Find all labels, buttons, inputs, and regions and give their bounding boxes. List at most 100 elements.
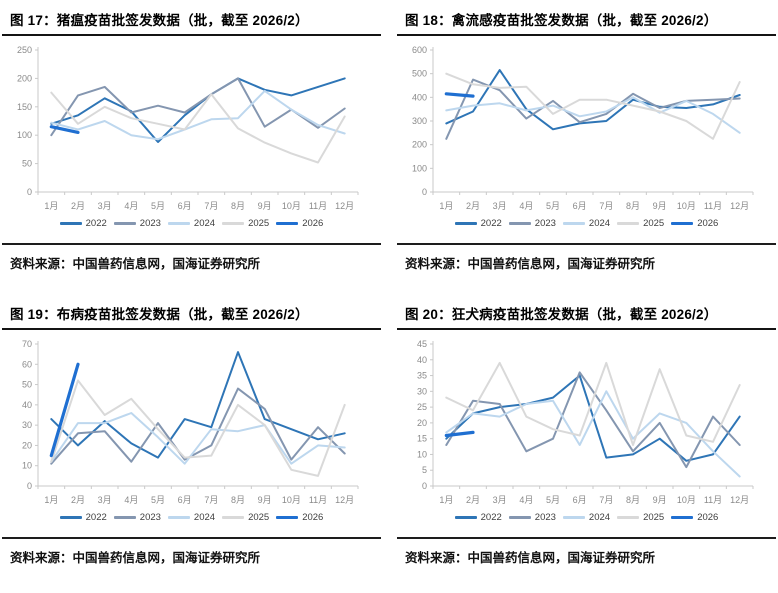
legend-line-swatch	[167, 222, 190, 225]
svg-text:1月: 1月	[439, 201, 453, 211]
svg-text:12月: 12月	[335, 201, 354, 211]
svg-text:5月: 5月	[546, 201, 560, 211]
figure-19-source: 资料来源：中国兽药信息网，国海证券研究所	[10, 551, 261, 565]
figure-17-source: 资料来源：中国兽药信息网，国海证券研究所	[10, 257, 261, 271]
figure-20-bottom-rule	[397, 537, 776, 539]
svg-text:60: 60	[22, 359, 32, 369]
legend-label: 2025	[643, 512, 665, 523]
legend-item-2024: 2024	[167, 512, 215, 523]
figure-20-title-rule	[397, 328, 776, 330]
figure-17-legend: 2022 2023 2024 2025 2026	[2, 218, 381, 229]
figure-20: 图 20：狂犬病疫苗批签发数据（批，截至 2026/2） 0 5 10 15 20 25 3…	[397, 298, 776, 568]
figure-17-bottom-rule	[2, 243, 381, 245]
svg-text:0: 0	[27, 187, 32, 197]
figure-18-legend: 2022 2023 2024 2025 2026	[397, 218, 776, 229]
legend-item-2024: 2024	[562, 218, 611, 229]
svg-text:400: 400	[412, 92, 427, 102]
legend-label: 2023	[534, 512, 556, 523]
legend-item-2026: 2026	[671, 218, 718, 229]
legend-label: 2026	[697, 512, 719, 523]
legend-item-2026: 2026	[671, 512, 718, 523]
svg-text:300: 300	[412, 116, 427, 126]
figure-19-legend: 2022 2023 2024 2025 2026	[2, 512, 381, 523]
legend-label: 2023	[139, 218, 161, 229]
svg-text:7月: 7月	[204, 495, 218, 505]
legend-label: 2024	[588, 512, 611, 523]
figure-17: 图 17：猪瘟疫苗批签发数据（批，截至 2026/2） 0 50 100 150 200…	[2, 4, 381, 274]
svg-text:12月: 12月	[335, 495, 354, 505]
legend-line-swatch	[113, 516, 136, 519]
svg-text:50: 50	[22, 159, 32, 169]
figure-19-chart: 0 10 20 30 40 50 60 70 1月 2月 3月 4月 5月 6月 7月 8月 9月 10月 11月 1…	[2, 330, 381, 510]
legend-label: 2023	[534, 218, 556, 229]
legend-line-swatch	[671, 222, 694, 225]
legend-label: 2024	[193, 218, 216, 229]
legend-label: 2023	[139, 512, 161, 523]
figure-20-source: 资料来源：中国兽药信息网，国海证券研究所	[405, 551, 656, 565]
svg-text:40: 40	[417, 355, 427, 365]
svg-text:50: 50	[22, 380, 32, 390]
svg-text:11月: 11月	[309, 495, 327, 505]
svg-text:200: 200	[412, 140, 427, 150]
legend-item-2022: 2022	[59, 218, 107, 229]
svg-text:12月: 12月	[730, 495, 749, 505]
figure-18-bottom-rule	[397, 243, 776, 245]
svg-text:8月: 8月	[231, 495, 245, 505]
figure-20-title: 图 20：狂犬病疫苗批签发数据（批，截至 2026/2）	[405, 307, 718, 322]
legend-item-2024: 2024	[562, 512, 611, 523]
legend-line-swatch	[222, 222, 245, 225]
figure-18-chart: 0 100 200 300 400 500 600 1月 2月 3月 4月 5月 6月 7月 8月 9月 10月…	[397, 36, 776, 216]
svg-text:7月: 7月	[204, 201, 218, 211]
figure-18-source: 资料来源：中国兽药信息网，国海证券研究所	[405, 257, 656, 271]
svg-text:3月: 3月	[98, 495, 112, 505]
svg-text:2月: 2月	[466, 495, 480, 505]
svg-text:5月: 5月	[546, 495, 560, 505]
legend-item-2025: 2025	[617, 218, 664, 229]
legend-item-2023: 2023	[508, 512, 556, 523]
report-figures-page: 图 17：猪瘟疫苗批签发数据（批，截至 2026/2） 0 50 100 150 200…	[2, 4, 776, 568]
svg-text:70: 70	[22, 339, 32, 349]
legend-label: 2024	[588, 218, 611, 229]
legend-line-swatch	[454, 222, 477, 225]
legend-label: 2025	[248, 218, 270, 229]
figure-17-title: 图 17：猪瘟疫苗批签发数据（批，截至 2026/2）	[10, 13, 309, 28]
legend-line-swatch	[562, 222, 585, 225]
legend-item-2025: 2025	[222, 218, 269, 229]
legend-line-swatch	[222, 516, 245, 519]
svg-text:100: 100	[412, 163, 427, 173]
svg-text:2月: 2月	[466, 201, 480, 211]
figure-17-title-rule	[2, 34, 381, 36]
svg-text:4月: 4月	[124, 201, 138, 211]
figure-19-title: 图 19：布病疫苗批签发数据（批，截至 2026/2）	[10, 307, 309, 322]
svg-text:0: 0	[422, 481, 427, 491]
svg-text:0: 0	[27, 481, 32, 491]
svg-text:25: 25	[417, 402, 427, 412]
figure-19-title-rule	[2, 328, 381, 330]
legend-label: 2022	[85, 512, 107, 523]
svg-text:100: 100	[17, 130, 32, 140]
svg-text:9月: 9月	[258, 495, 272, 505]
svg-text:6月: 6月	[573, 495, 587, 505]
svg-text:200: 200	[17, 73, 32, 83]
legend-line-swatch	[167, 516, 190, 519]
figure-18-title-rule	[397, 34, 776, 36]
legend-line-swatch	[617, 516, 640, 519]
svg-text:45: 45	[417, 339, 427, 349]
figure-19: 图 19：布病疫苗批签发数据（批，截至 2026/2） 0 10 20 30 40 50 6…	[2, 298, 381, 568]
svg-text:11月: 11月	[309, 201, 327, 211]
svg-text:10: 10	[417, 449, 427, 459]
legend-line-swatch	[113, 222, 136, 225]
svg-text:9月: 9月	[653, 495, 667, 505]
legend-item-2025: 2025	[617, 512, 664, 523]
svg-text:3月: 3月	[493, 495, 507, 505]
svg-text:4月: 4月	[124, 495, 138, 505]
svg-text:10月: 10月	[282, 495, 301, 505]
svg-text:11月: 11月	[704, 201, 722, 211]
figure-17-chart: 0 50 100 150 200 250 1月 2月 3月 4月 5月 6月 7月 8月 9月 10月 11月 1…	[2, 36, 381, 216]
svg-text:10月: 10月	[677, 495, 696, 505]
figure-20-chart: 0 5 10 15 20 25 30 35 40 45 1月 2月 3月 4月 5月 6月 7月 8月 9月 10月 1…	[397, 330, 776, 510]
svg-text:10: 10	[22, 461, 32, 471]
svg-text:15: 15	[417, 434, 427, 444]
legend-item-2022: 2022	[454, 218, 502, 229]
legend-line-swatch	[59, 516, 82, 519]
